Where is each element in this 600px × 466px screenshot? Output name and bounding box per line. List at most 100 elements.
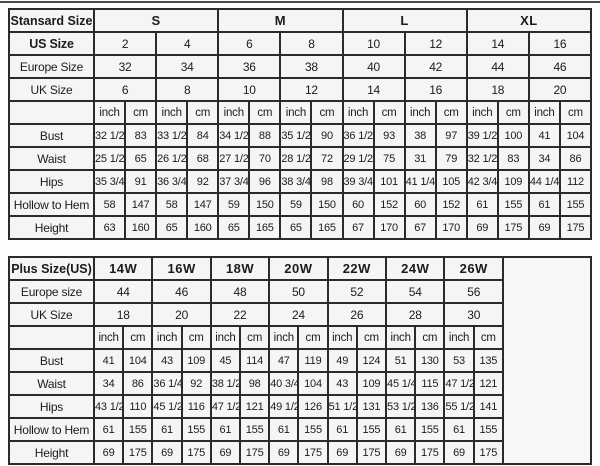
table-title-cell: Plus Size(US) xyxy=(8,256,95,281)
measurement-value-cell: 104 xyxy=(558,123,593,148)
size-value-cell: 4 xyxy=(155,31,220,56)
measurement-value-cell: 152 xyxy=(434,192,468,217)
measurement-value-cell: 175 xyxy=(414,440,446,465)
measurement-value-cell: 67 xyxy=(341,215,375,240)
measurement-value-cell: 38 3/4 xyxy=(279,169,313,194)
measurement-value-cell: 126 xyxy=(297,394,329,419)
measurement-value-cell: 61 xyxy=(527,192,561,217)
measurement-value-cell: 39 1/2 xyxy=(465,123,499,148)
measurement-value-cell: 26 1/2 xyxy=(155,146,189,171)
measurement-value-cell: 61 xyxy=(92,417,125,442)
unit-header-cell: cm xyxy=(124,100,158,125)
size-value-cell: 6 xyxy=(92,77,158,102)
measurement-value-cell: 69 xyxy=(465,215,499,240)
measurement-value-cell: 91 xyxy=(124,169,158,194)
measurement-value-cell: 51 1/2 xyxy=(326,394,358,419)
measurement-value-cell: 160 xyxy=(124,215,158,240)
measurement-value-cell: 67 xyxy=(403,215,437,240)
unit-header-cell: cm xyxy=(239,325,271,350)
measurement-value-cell: 69 xyxy=(268,440,300,465)
measurement-value-cell: 155 xyxy=(122,417,154,442)
row-label: Height xyxy=(8,215,95,240)
measurement-value-cell: 32 1/2 xyxy=(465,146,499,171)
measurement-value-cell: 37 3/4 xyxy=(217,169,251,194)
measurement-value-cell: 27 1/2 xyxy=(217,146,251,171)
measurement-value-cell: 35 3/4 xyxy=(92,169,127,194)
measurement-value-cell: 69 xyxy=(385,440,417,465)
unit-header-cell: cm xyxy=(180,325,212,350)
size-value-cell: 8 xyxy=(279,31,344,56)
measurement-value-cell: 147 xyxy=(124,192,158,217)
size-value-cell: 8 xyxy=(155,77,220,102)
measurement-value-cell: 136 xyxy=(414,394,446,419)
measurement-value-cell: 63 xyxy=(92,215,127,240)
measurement-value-cell: 69 xyxy=(326,440,358,465)
size-value-cell: 42 xyxy=(403,54,468,79)
measurement-value-cell: 61 xyxy=(151,417,183,442)
row-label: UK Size xyxy=(8,302,95,327)
measurement-value-cell: 65 xyxy=(155,215,189,240)
measurement-value-cell: 61 xyxy=(465,192,499,217)
measurement-value-cell: 119 xyxy=(297,348,329,373)
unit-header-cell: cm xyxy=(310,100,344,125)
size-value-cell: 26 xyxy=(326,302,388,327)
measurement-value-cell: 92 xyxy=(186,169,220,194)
measurement-value-cell: 41 xyxy=(92,348,125,373)
top-edge-line xyxy=(0,1,600,3)
measurement-value-cell: 60 xyxy=(341,192,375,217)
unit-header-cell: inch xyxy=(209,325,242,350)
measurement-value-cell: 39 3/4 xyxy=(341,169,375,194)
size-value-cell: 56 xyxy=(443,279,504,304)
unit-header-cell: inch xyxy=(279,100,313,125)
size-value-cell: 6 xyxy=(217,31,282,56)
measurement-value-cell: 41 xyxy=(527,123,561,148)
measurement-value-cell: 109 xyxy=(355,371,388,396)
measurement-value-cell: 42 3/4 xyxy=(465,169,499,194)
size-value-cell: 32 xyxy=(92,54,158,79)
size-value-cell: 18 xyxy=(465,77,530,102)
unit-header-cell: cm xyxy=(122,325,154,350)
size-value-cell: 22 xyxy=(209,302,271,327)
row-label: Europe Size xyxy=(8,54,95,79)
measurement-value-cell: 38 1/2 xyxy=(209,371,242,396)
row-label: Hollow to Hem xyxy=(8,192,95,217)
measurement-value-cell: 155 xyxy=(558,192,593,217)
measurement-value-cell: 34 xyxy=(527,146,561,171)
measurement-value-cell: 36 1/2 xyxy=(341,123,375,148)
measurement-value-cell: 70 xyxy=(248,146,282,171)
measurement-value-cell: 72 xyxy=(310,146,344,171)
units-row-spacer-cell xyxy=(8,325,95,350)
measurement-value-cell: 60 xyxy=(403,192,437,217)
unit-header-cell: inch xyxy=(155,100,189,125)
measurement-value-cell: 86 xyxy=(558,146,593,171)
measurement-value-cell: 59 xyxy=(217,192,251,217)
unit-header-cell: cm xyxy=(496,100,530,125)
measurement-value-cell: 75 xyxy=(372,146,406,171)
unit-header-cell: inch xyxy=(326,325,358,350)
size-value-cell: 14 xyxy=(465,31,530,56)
size-value-cell: 38 xyxy=(279,54,344,79)
unit-header-cell: inch xyxy=(92,325,125,350)
unit-header-cell: inch xyxy=(465,100,499,125)
measurement-value-cell: 69 xyxy=(92,440,125,465)
size-group-header: 24W xyxy=(385,256,446,281)
size-group-header: 18W xyxy=(209,256,271,281)
measurement-value-cell: 175 xyxy=(496,215,530,240)
size-value-cell: 10 xyxy=(217,77,282,102)
measurement-value-cell: 90 xyxy=(310,123,344,148)
measurement-value-cell: 44 1/4 xyxy=(527,169,561,194)
size-group-header: XL xyxy=(465,8,593,33)
measurement-value-cell: 147 xyxy=(186,192,220,217)
measurement-value-cell: 61 xyxy=(268,417,300,442)
standard-size-table: Stansard Size S M L XL US Size 2 4 6 8 10 12 14 16 Eur… xyxy=(8,8,593,240)
measurement-value-cell: 150 xyxy=(248,192,282,217)
unit-header-cell: inch xyxy=(341,100,375,125)
measurement-value-cell: 152 xyxy=(372,192,406,217)
measurement-value-cell: 98 xyxy=(239,371,271,396)
measurement-value-cell: 175 xyxy=(122,440,154,465)
size-value-cell: 44 xyxy=(92,279,154,304)
measurement-value-cell: 114 xyxy=(239,348,271,373)
row-label: UK Size xyxy=(8,77,95,102)
unit-header-cell: inch xyxy=(217,100,251,125)
measurement-value-cell: 104 xyxy=(122,348,154,373)
